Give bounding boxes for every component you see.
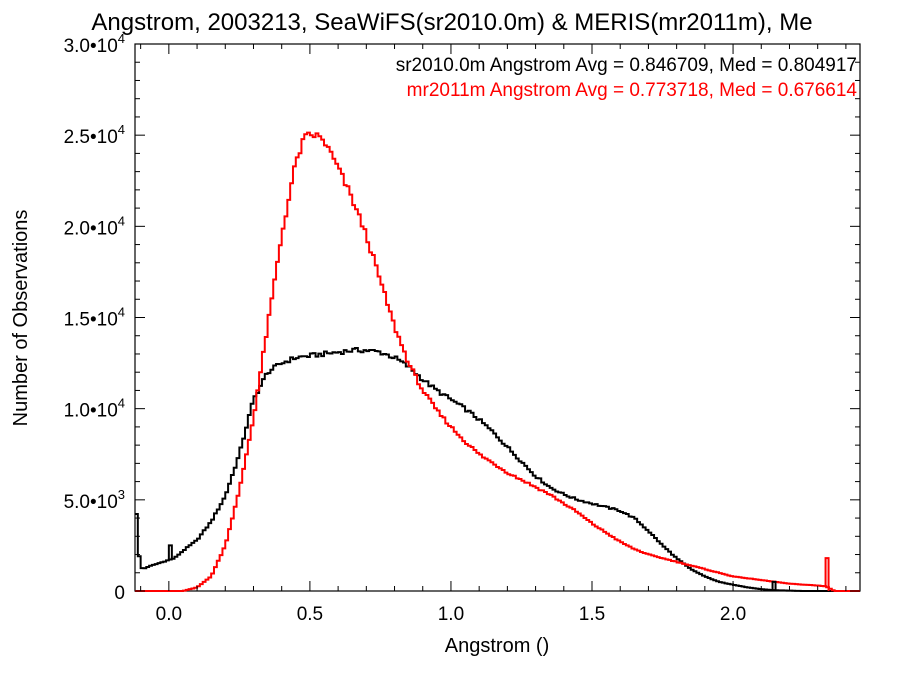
x-tick-label: 0.5 bbox=[297, 604, 323, 625]
y-tick-mantissa: 0 bbox=[114, 583, 125, 604]
series-line-1 bbox=[135, 131, 860, 592]
y-tick-mantissa: 2.0•10 bbox=[64, 218, 118, 239]
y-tick-label: 3.0•104 bbox=[64, 31, 125, 57]
y-tick-exponent: 4 bbox=[118, 122, 125, 137]
y-tick-exponent: 3 bbox=[118, 487, 125, 502]
x-axis: 0.0 0.5 1.0 1.5 2.0 bbox=[140, 44, 847, 625]
spike-black-zero bbox=[167, 544, 173, 561]
y-tick-mantissa: 5.0•10 bbox=[64, 492, 118, 513]
y-tick-mantissa: 3.0•10 bbox=[64, 36, 118, 57]
y-tick-exponent: 4 bbox=[118, 31, 125, 46]
series-line-0 bbox=[135, 347, 860, 592]
y-tick-mantissa: 2.5•10 bbox=[64, 127, 118, 148]
y-tick-mantissa: 1.0•10 bbox=[64, 401, 118, 422]
plot-area bbox=[135, 131, 860, 592]
legend: sr2010.0m Angstrom Avg = 0.846709, Med =… bbox=[396, 55, 858, 101]
spike-black-end bbox=[771, 580, 777, 591]
plot-frame bbox=[134, 43, 861, 592]
y-tick-exponent: 4 bbox=[118, 213, 125, 228]
x-axis-label: Angstrom () bbox=[445, 635, 549, 657]
y-tick-exponent: 4 bbox=[118, 305, 125, 320]
y-tick-exponent: 4 bbox=[118, 396, 125, 411]
y-tick-label: 1.0•104 bbox=[64, 396, 125, 422]
y-axis: 05.0•1031.0•1041.5•1042.0•1042.5•1043.0•… bbox=[64, 31, 860, 604]
spike-red-end bbox=[824, 557, 830, 591]
y-tick-label: 5.0•103 bbox=[64, 487, 125, 513]
y-tick-label: 2.0•104 bbox=[64, 213, 125, 239]
y-tick-label: 0 bbox=[114, 583, 125, 604]
y-tick-label: 2.5•104 bbox=[64, 122, 125, 148]
y-tick-label: 1.5•104 bbox=[64, 305, 125, 331]
x-tick-label: 1.0 bbox=[438, 604, 464, 625]
y-axis-label: Number of Observations bbox=[10, 210, 32, 427]
x-tick-label: 2.0 bbox=[720, 604, 746, 625]
legend-entry-1: mr2011m Angstrom Avg = 0.773718, Med = 0… bbox=[407, 80, 858, 101]
x-tick-label: 1.5 bbox=[579, 604, 605, 625]
chart-title: Angstrom, 2003213, SeaWiFS(sr2010.0m) & … bbox=[91, 9, 812, 36]
legend-entry-0: sr2010.0m Angstrom Avg = 0.846709, Med =… bbox=[396, 55, 857, 76]
y-tick-mantissa: 1.5•10 bbox=[64, 310, 118, 331]
x-tick-label: 0.0 bbox=[156, 604, 182, 625]
